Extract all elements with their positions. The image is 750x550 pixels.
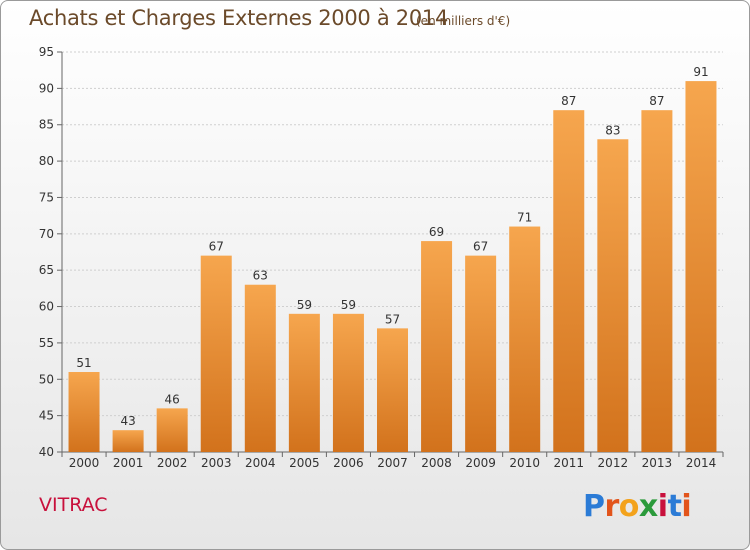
y-tick-label: 80 xyxy=(39,154,54,168)
x-tick-label: 2003 xyxy=(201,456,232,470)
y-tick-label: 90 xyxy=(39,81,54,95)
brand-letter: r xyxy=(604,489,620,524)
x-tick-label: 2008 xyxy=(421,456,452,470)
y-tick-label: 45 xyxy=(39,409,54,423)
bar[interactable] xyxy=(685,81,717,452)
bar[interactable] xyxy=(244,284,276,452)
brand-letter: i xyxy=(681,489,692,524)
bar[interactable] xyxy=(641,110,673,452)
chart-title: Achats et Charges Externes 2000 à 2014 xyxy=(29,6,449,30)
x-tick-label: 2006 xyxy=(333,456,364,470)
x-tick-label: 2011 xyxy=(553,456,584,470)
brand-letter: t xyxy=(667,489,682,524)
x-tick-label: 2002 xyxy=(157,456,188,470)
bar[interactable] xyxy=(597,139,629,453)
data-label: 46 xyxy=(165,392,180,406)
bar[interactable] xyxy=(288,313,320,452)
proxiti-logo[interactable]: Proxiti xyxy=(583,489,692,524)
data-label: 63 xyxy=(253,269,268,283)
y-tick-label: 50 xyxy=(39,372,54,386)
y-tick-label: 60 xyxy=(39,300,54,314)
bars xyxy=(68,81,717,453)
data-label: 91 xyxy=(693,65,708,79)
data-label: 87 xyxy=(561,94,576,108)
y-axis-ticks: 40 45 50 55 60 65 70 75 80 85 90 95 xyxy=(39,45,62,459)
y-tick-label: 65 xyxy=(39,263,54,277)
bar[interactable] xyxy=(421,241,453,452)
data-label: 83 xyxy=(605,123,620,137)
data-labels: 51 43 46 67 63 59 59 57 69 67 71 87 83 87 91 xyxy=(76,65,708,428)
bar[interactable] xyxy=(200,255,232,452)
data-label: 71 xyxy=(517,211,532,225)
x-tick-label: 2000 xyxy=(69,456,100,470)
data-label: 51 xyxy=(76,356,91,370)
x-tick-label: 2009 xyxy=(465,456,496,470)
x-tick-label: 2001 xyxy=(113,456,144,470)
x-tick-label: 2013 xyxy=(642,456,673,470)
bar[interactable] xyxy=(156,408,188,452)
data-label: 59 xyxy=(297,298,312,312)
bar[interactable] xyxy=(377,328,408,452)
x-tick-label: 2005 xyxy=(289,456,320,470)
data-label: 87 xyxy=(649,94,664,108)
bar[interactable] xyxy=(553,110,585,452)
bar[interactable] xyxy=(465,255,497,452)
y-tick-label: 95 xyxy=(39,45,54,59)
data-label: 59 xyxy=(341,298,356,312)
data-label: 43 xyxy=(120,414,135,428)
y-tick-label: 70 xyxy=(39,227,54,241)
y-tick-label: 75 xyxy=(39,190,54,204)
x-tick-label: 2004 xyxy=(245,456,276,470)
unit-note: (en milliers d'€) xyxy=(416,14,511,28)
bar[interactable] xyxy=(68,372,100,452)
x-tick-label: 2014 xyxy=(686,456,717,470)
y-tick-label: 40 xyxy=(39,445,54,459)
x-tick-label: 2010 xyxy=(509,456,540,470)
y-tick-label: 85 xyxy=(39,118,54,132)
bar[interactable] xyxy=(112,430,144,452)
data-label: 67 xyxy=(473,240,488,254)
brand-letter: P xyxy=(583,489,605,524)
brand-letter: i xyxy=(657,489,668,524)
brand-letter: o xyxy=(618,489,640,524)
x-tick-label: 2012 xyxy=(598,456,629,470)
bar[interactable] xyxy=(332,313,364,452)
x-axis-ticks: 2000 2001 2002 2003 2004 2005 2006 2007 2008 2009… xyxy=(61,452,724,470)
commune-name: VITRAC xyxy=(39,494,108,516)
data-label: 57 xyxy=(385,312,400,326)
data-label: 69 xyxy=(429,225,444,239)
y-tick-label: 55 xyxy=(39,336,54,350)
x-tick-label: 2007 xyxy=(377,456,408,470)
data-label: 67 xyxy=(209,240,224,254)
bar[interactable] xyxy=(509,226,541,452)
brand-letter: x xyxy=(638,489,658,524)
